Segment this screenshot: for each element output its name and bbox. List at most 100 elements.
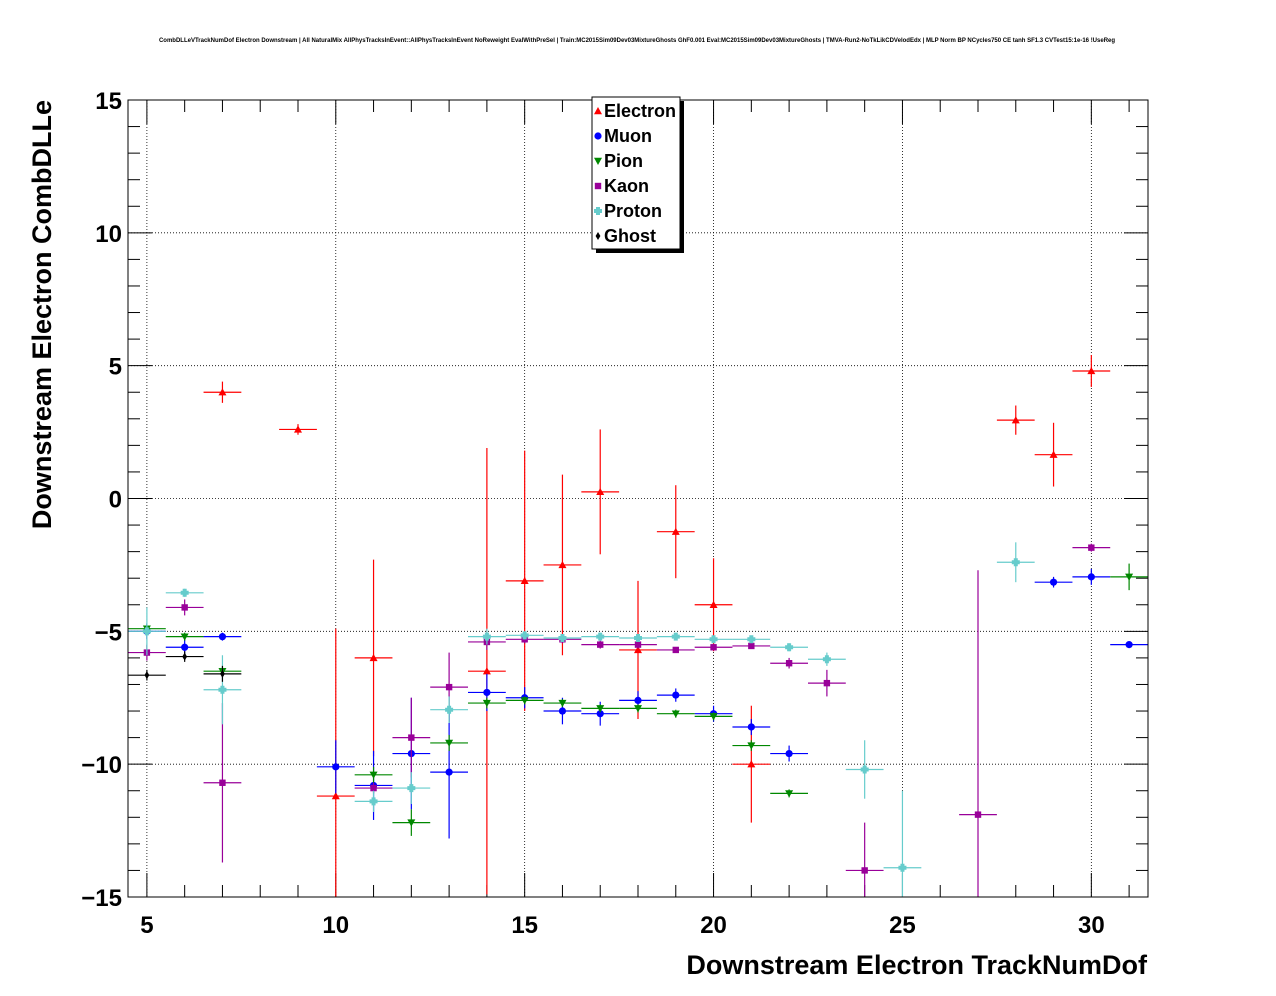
data-point [392,809,431,836]
data-point [581,632,620,641]
marker [445,705,454,714]
data-point [732,642,771,650]
data-point [392,772,431,805]
marker [1087,366,1096,375]
marker [634,633,642,642]
legend-entry-kaon: Kaon [594,176,649,196]
data-point [165,632,204,641]
legend-label: Proton [604,201,662,221]
marker [482,632,491,641]
marker [1011,416,1020,424]
data-point [694,644,733,651]
marker [1125,641,1133,649]
data-point [808,652,846,666]
data-point [1034,422,1073,487]
marker [822,655,831,664]
legend-marker [594,182,602,190]
marker [671,632,680,641]
chart-title: CombDLLeVTrackNumDof Electron Downstream… [159,38,1115,44]
y-tick-label: 0 [109,487,122,514]
marker [408,734,415,741]
x-tick-label: 25 [889,912,916,939]
legend: Electron Muon Pion Kaon Proton Ghost [591,96,684,253]
marker [407,784,416,793]
marker [860,765,869,774]
data-point [1110,641,1148,649]
data-point [128,607,166,656]
y-tick-label: 5 [109,354,122,381]
marker [634,645,642,654]
marker [974,811,982,818]
marker [520,631,529,640]
marker [596,632,605,641]
data-point [165,588,204,597]
data-point [316,740,355,794]
data-point [656,632,695,641]
marker [671,527,680,535]
data-point [203,665,242,682]
marker [180,633,189,641]
legend-box [591,96,681,250]
data-point [430,696,468,723]
marker [332,763,340,771]
marker [520,697,529,705]
series-proton [128,542,1035,897]
marker [861,867,868,874]
marker [596,710,604,718]
data-point [656,646,695,654]
data-point [543,633,582,642]
marker [1011,558,1020,567]
marker [747,723,755,731]
marker [785,749,793,758]
data-point [1110,563,1148,591]
data-point [883,790,922,897]
marker [219,779,226,786]
data-point [1072,355,1111,387]
marker [747,742,756,750]
marker [370,784,377,792]
data-point [770,745,808,762]
data-point [732,719,771,735]
marker [520,576,529,585]
marker [671,710,680,718]
marker [710,644,717,651]
data-point [468,448,506,895]
data-point [656,709,695,718]
marker [634,641,642,648]
data-point [543,699,582,708]
marker [1125,573,1134,581]
marker [785,790,794,798]
data-point [996,405,1035,435]
data-point [354,766,393,783]
marker [445,683,453,691]
marker [709,600,718,608]
y-tick-label: −15 [81,885,122,912]
data-point [770,657,808,669]
data-point [165,651,204,662]
y-tick-label: 15 [95,88,122,115]
marker [672,646,679,654]
marker [482,699,491,708]
data-point [505,696,544,705]
marker [596,705,605,713]
data-point [543,474,582,656]
marker [181,604,188,611]
marker [218,633,227,641]
marker [558,633,567,642]
data-point [694,712,733,721]
x-tick-label: 30 [1078,912,1105,939]
data-point [128,669,166,681]
marker [220,669,225,678]
data-point [845,740,884,799]
marker [181,643,189,651]
marker [672,691,680,699]
data-point [505,631,544,640]
marker [445,768,453,776]
data-point [770,643,808,652]
data-point [845,822,884,897]
marker [709,635,718,644]
legend-label: Electron [604,101,676,121]
marker [369,797,378,806]
data-point [1072,568,1111,585]
